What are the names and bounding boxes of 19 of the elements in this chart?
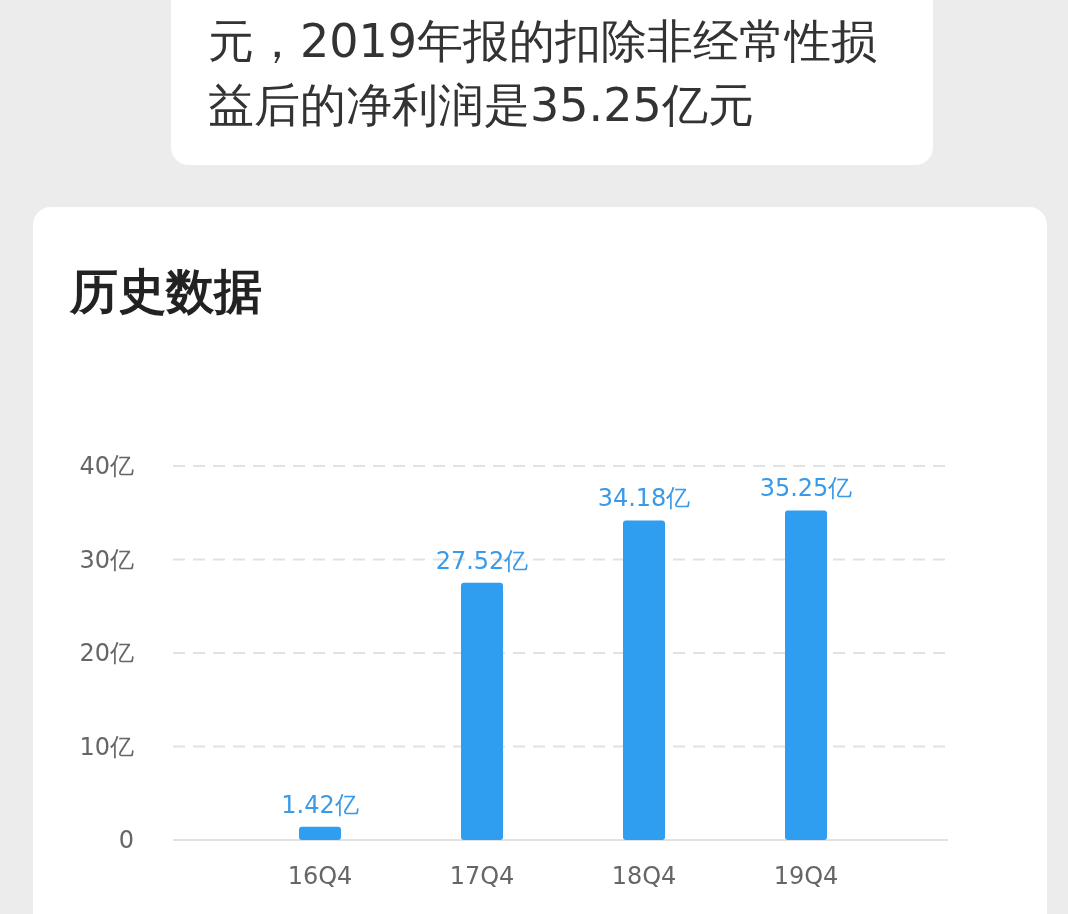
data-label: 27.52亿 — [435, 546, 529, 575]
data-label: 1.42亿 — [281, 790, 359, 819]
y-tick-label: 10亿 — [79, 732, 134, 761]
data-label: 35.25亿 — [759, 474, 853, 503]
bar — [461, 582, 503, 840]
bar — [785, 510, 827, 840]
y-tick-label: 0 — [118, 826, 134, 855]
chart-title: 历史数据 — [69, 263, 262, 319]
bar — [299, 826, 341, 840]
y-tick-label: 20亿 — [79, 639, 134, 668]
y-tick-label: 30亿 — [79, 545, 134, 574]
data-label: 34.18亿 — [597, 484, 691, 513]
x-tick-label: 16Q4 — [287, 862, 353, 890]
x-tick-label: 18Q4 — [611, 862, 677, 890]
bar — [623, 520, 665, 840]
text: 元，2019年报的扣除非经常性损益后的净利润是35.25亿元 — [208, 14, 878, 132]
y-tick-label: 40亿 — [79, 452, 134, 481]
x-tick-label: 17Q4 — [449, 862, 515, 890]
x-tick-label: 19Q4 — [773, 862, 839, 890]
